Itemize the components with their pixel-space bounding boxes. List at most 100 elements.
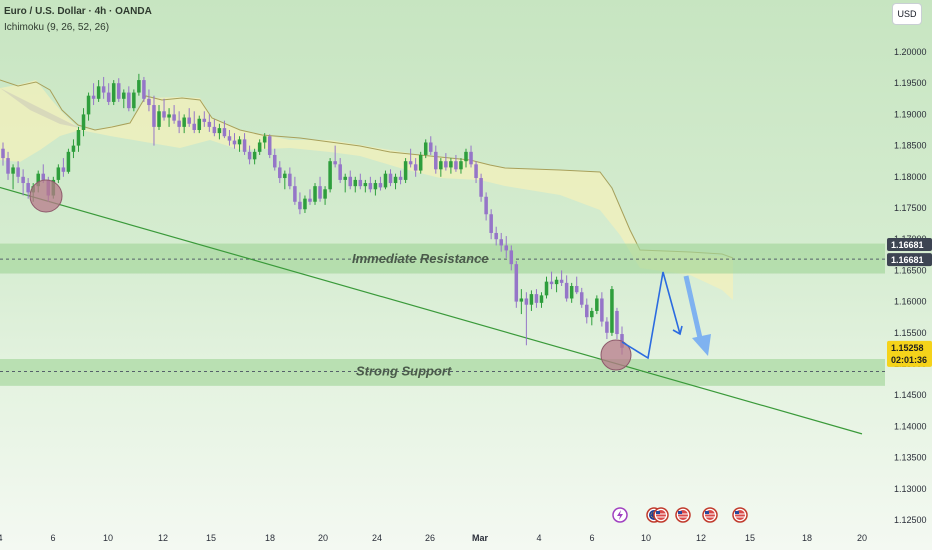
- candle-body: [479, 178, 483, 197]
- candle-body: [278, 167, 282, 179]
- candle-body: [348, 176, 353, 187]
- candle-body: [11, 167, 15, 174]
- candle-body: [122, 92, 126, 99]
- candle-body: [444, 161, 448, 168]
- highlight-circle-right: [600, 339, 632, 371]
- candle-body: [494, 232, 498, 240]
- highlight-circle-left: [29, 179, 63, 213]
- candle-body: [86, 95, 91, 115]
- candle-body: [484, 196, 488, 215]
- candle-body: [358, 179, 363, 187]
- candle-body: [157, 111, 161, 127]
- time-tick-label: 6: [50, 533, 55, 543]
- candle-body: [519, 298, 524, 302]
- candle-body: [142, 80, 146, 99]
- symbol-title: Euro / U.S. Dollar · 4h · OANDA: [4, 6, 152, 17]
- resistance-level-tag-text: 1.16681: [891, 255, 924, 265]
- candle-body: [585, 304, 589, 318]
- candle-body: [127, 92, 131, 109]
- resistance-label: Immediate Resistance: [352, 251, 489, 266]
- candle-body: [76, 130, 81, 146]
- candle-body: [353, 179, 358, 187]
- candle-body: [101, 86, 106, 93]
- candle-body: [393, 176, 398, 184]
- candle-body: [388, 173, 393, 184]
- price-tick-label: 1.17500: [894, 203, 927, 213]
- candle-body: [328, 161, 332, 190]
- candle-body: [600, 298, 604, 322]
- candle-body: [227, 136, 232, 141]
- candle-body: [257, 142, 262, 152]
- candle-body: [106, 92, 111, 102]
- time-tick-label: 26: [425, 533, 435, 543]
- time-tick-label: 4: [536, 533, 541, 543]
- candle-body: [177, 120, 181, 127]
- candle-body: [111, 83, 116, 102]
- candle-body: [549, 281, 554, 285]
- candle-body: [403, 161, 408, 180]
- candle-body: [534, 294, 539, 303]
- time-tick-label: 15: [745, 533, 755, 543]
- candle-body: [26, 183, 30, 193]
- price-tick-label: 1.12500: [894, 515, 927, 525]
- indicator-legend[interactable]: Ichimoku (9, 26, 52, 26): [4, 22, 110, 33]
- candle-body: [212, 126, 217, 134]
- candle-body: [318, 186, 322, 199]
- candle-body: [182, 117, 186, 127]
- candle-body: [368, 183, 373, 190]
- price-tick-label: 1.19500: [894, 78, 927, 88]
- price-tick-label: 1.18500: [894, 141, 927, 151]
- candle-body: [449, 161, 453, 168]
- candle-body: [590, 310, 594, 318]
- candle-body: [267, 136, 272, 155]
- candle-body: [56, 167, 61, 180]
- time-tick-label: 6: [589, 533, 594, 543]
- candle-body: [298, 201, 302, 210]
- price-tick-label: 1.20000: [894, 47, 927, 57]
- time-tick-label: 10: [103, 533, 113, 543]
- candle-body: [408, 161, 413, 165]
- price-tick-label: 1.15500: [894, 328, 927, 338]
- candle-body: [16, 167, 20, 177]
- candle-body: [96, 86, 101, 99]
- candle-body: [610, 289, 614, 333]
- lightning-icon: [612, 507, 628, 523]
- time-tick-label: 24: [372, 533, 382, 543]
- candle-body: [514, 264, 519, 302]
- forecast-arrowhead-large: [692, 334, 711, 356]
- candle-body: [152, 105, 156, 127]
- candle-body: [222, 128, 227, 137]
- candle-body: [363, 183, 368, 187]
- candle-body: [413, 164, 418, 171]
- candle-body: [554, 279, 559, 285]
- price-tick-label: 1.16500: [894, 265, 927, 275]
- time-tick-label: 20: [857, 533, 867, 543]
- price-tick-label: 1.14500: [894, 390, 927, 400]
- candle-body: [559, 279, 564, 283]
- price-tick-label: 1.13000: [894, 484, 927, 494]
- support-zone: [0, 359, 885, 386]
- candle-body: [529, 294, 534, 305]
- candle-body: [454, 161, 458, 170]
- candle-body: [373, 183, 378, 190]
- candle-body: [137, 80, 141, 93]
- candle-body: [333, 161, 337, 165]
- candle-body: [162, 111, 166, 118]
- currency-button[interactable]: USD: [892, 3, 922, 25]
- current-price-tag: [887, 340, 932, 367]
- candle-body: [116, 83, 121, 99]
- candle-body: [293, 186, 297, 202]
- resistance-price-tag: [887, 238, 932, 251]
- us-flag-icon: [702, 507, 718, 523]
- time-tick-label: 4: [0, 533, 3, 543]
- current-price-text: 1.15258: [891, 343, 924, 353]
- candle-body: [207, 121, 212, 127]
- candle-body: [303, 198, 307, 210]
- resistance-level-tag: [887, 253, 932, 267]
- candle-body: [418, 154, 423, 171]
- candle-body: [539, 295, 544, 303]
- candle-body: [262, 136, 267, 143]
- candle-body: [288, 173, 292, 187]
